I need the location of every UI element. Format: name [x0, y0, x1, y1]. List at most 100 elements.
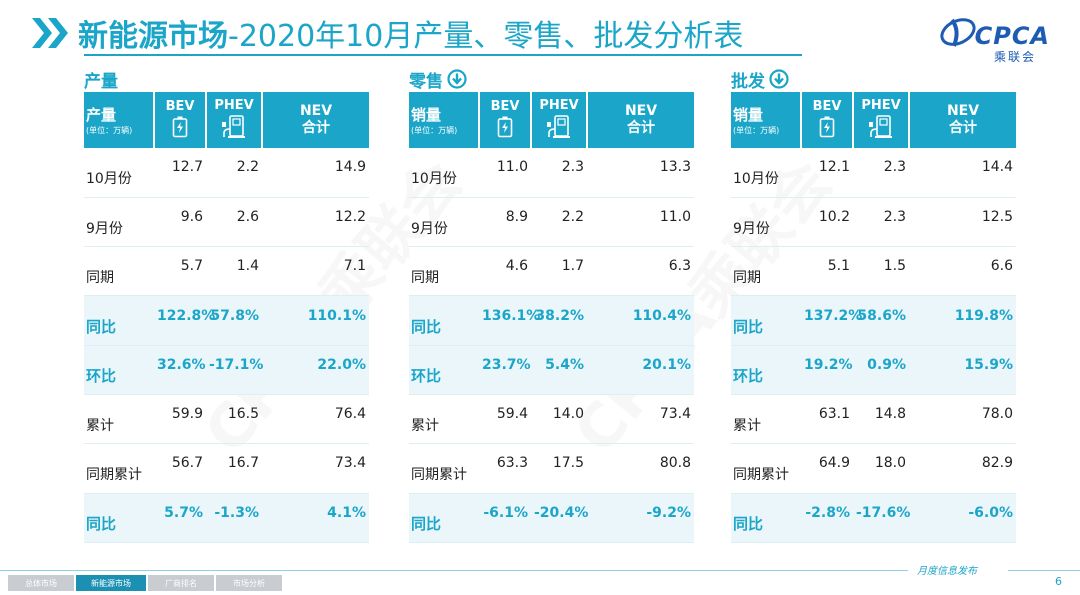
cell-bev: 59.9: [154, 394, 206, 445]
row-label: 同比: [731, 493, 801, 543]
cell-nev: 76.4: [262, 394, 369, 445]
header-phev-label: PHEV: [861, 97, 901, 113]
page-title: 新能源市场-2020年10月产量、零售、批发分析表: [78, 11, 743, 55]
cell-bev: 23.7%: [479, 345, 531, 395]
cell-bev: 5.1: [801, 246, 853, 297]
row-label: 同期: [409, 246, 479, 297]
cell-nev: 22.0%: [262, 345, 369, 395]
header-unit-label: (单位：万辆): [86, 126, 133, 135]
cell-bev: 12.7: [154, 148, 206, 198]
cell-bev: 9.6: [154, 197, 206, 248]
table-row: 累计 59.9 16.5 76.4: [84, 394, 369, 445]
table-header-row: 产量 (单位：万辆) BEV PHEV NEV 合计: [84, 92, 369, 148]
header-unit-label: (单位：万辆): [733, 126, 780, 135]
cell-bev: -2.8%: [801, 493, 853, 543]
footer-caption: 月度信息发布: [917, 566, 977, 577]
header-unit-label: (单位：万辆): [411, 126, 458, 135]
cell-nev: 7.1: [262, 246, 369, 297]
cell-phev: -17.6%: [853, 493, 910, 543]
cell-nev: 11.0: [587, 197, 694, 248]
table-row: 9月份 9.6 2.6 12.2: [84, 197, 369, 248]
tab-nev-market[interactable]: 新能源市场: [76, 575, 146, 591]
row-label: 同比: [409, 493, 479, 543]
cell-phev: 2.2: [206, 148, 262, 198]
row-label: 10月份: [731, 148, 801, 198]
charger-icon: [207, 114, 261, 139]
cell-phev: 1.7: [531, 246, 587, 297]
table-row: 累计 63.1 14.8 78.0: [731, 394, 1016, 445]
row-label: 同期累计: [84, 443, 154, 494]
cell-bev: 56.7: [154, 443, 206, 494]
table-row: 环比 23.7% 5.4% 20.1%: [409, 345, 694, 395]
table-row: 10月份 11.0 2.3 13.3: [409, 148, 694, 198]
tab-maker-ranking[interactable]: 厂商排名: [148, 575, 214, 591]
cell-nev: 12.5: [909, 197, 1016, 248]
header-bev-label: BEV: [490, 98, 520, 114]
section-2: 批发 销量 (单位：万辆) BEV PHEV NEV 合计 10月份 12.1 2.3 14.4 9月…: [731, 66, 1016, 543]
row-label: 同比: [731, 295, 801, 346]
header-phev-label: PHEV: [539, 97, 579, 113]
section-title: 批发: [731, 66, 1016, 92]
table-header-row: 销量 (单位：万辆) BEV PHEV NEV 合计: [409, 92, 694, 148]
row-label: 环比: [84, 345, 154, 395]
cell-phev: 2.3: [853, 197, 909, 248]
header-cell-phev: PHEV: [853, 92, 910, 148]
cell-bev: 63.1: [801, 394, 853, 445]
cell-nev: 4.1%: [262, 493, 369, 543]
table-row: 同期 4.6 1.7 6.3: [409, 246, 694, 297]
cell-phev: 5.4%: [531, 345, 587, 395]
data-table: 销量 (单位：万辆) BEV PHEV NEV 合计 10月份 11.0 2.3 13.3 9月份 8…: [409, 92, 694, 543]
header-cell-phev: PHEV: [206, 92, 263, 148]
table-row: 同期累计 63.3 17.5 80.8: [409, 443, 694, 494]
table-row: 同比 -6.1% -20.4% -9.2%: [409, 493, 694, 543]
row-label: 累计: [731, 394, 801, 445]
cell-nev: 119.8%: [909, 295, 1016, 346]
header-nev-label: NEV: [946, 103, 980, 119]
header-metric-label: 产量: [86, 106, 117, 124]
header-cell-nev: NEV 合计: [262, 92, 369, 148]
table-row: 10月份 12.1 2.3 14.4: [731, 148, 1016, 198]
row-label: 累计: [409, 394, 479, 445]
cell-phev: 57.8%: [206, 295, 262, 346]
cell-phev: -20.4%: [531, 493, 588, 543]
header-cell-bev: BEV: [801, 92, 854, 148]
row-label: 同比: [84, 493, 154, 543]
battery-icon: [480, 116, 530, 138]
table-row: 累计 59.4 14.0 73.4: [409, 394, 694, 445]
cell-phev: 2.3: [853, 148, 909, 198]
tab-market-analysis[interactable]: 市场分析: [216, 575, 282, 591]
table-row: 环比 19.2% 0.9% 15.9%: [731, 345, 1016, 395]
cell-bev: 11.0: [479, 148, 531, 198]
table-row: 同比 122.8% 57.8% 110.1%: [84, 295, 369, 346]
section-0: 产量 产量 (单位：万辆) BEV PHEV NEV 合计 10月份 12.7 2.2 14.9 9月…: [84, 66, 369, 543]
table-row: 9月份 10.2 2.3 12.5: [731, 197, 1016, 248]
cell-nev: 20.1%: [587, 345, 694, 395]
cell-phev: 0.9%: [853, 345, 909, 395]
header-metric-label: 销量: [733, 106, 764, 124]
header-nev-label: NEV: [299, 103, 333, 119]
row-label: 同期累计: [731, 443, 801, 494]
tab-overall-market[interactable]: 总体市场: [8, 575, 74, 591]
cell-phev: 2.3: [531, 148, 587, 198]
row-label: 累计: [84, 394, 154, 445]
header-cell-phev: PHEV: [531, 92, 588, 148]
cell-nev: 110.1%: [262, 295, 369, 346]
row-label: 环比: [731, 345, 801, 395]
cell-nev: 80.8: [587, 443, 694, 494]
cell-nev: 13.3: [587, 148, 694, 198]
row-label: 9月份: [731, 197, 801, 248]
logo-text: CPCA: [974, 22, 1050, 50]
cell-nev: 12.2: [262, 197, 369, 248]
header-metric-label: 销量: [411, 106, 442, 124]
cell-bev: 59.4: [479, 394, 531, 445]
row-label: 同比: [84, 295, 154, 346]
cell-bev: 19.2%: [801, 345, 853, 395]
footer-tabs: 总体市场 新能源市场 厂商排名 市场分析: [8, 575, 282, 591]
title-underline: [84, 54, 802, 56]
cell-nev: 73.4: [262, 443, 369, 494]
cell-nev: -6.0%: [909, 493, 1016, 543]
data-table: 销量 (单位：万辆) BEV PHEV NEV 合计 10月份 12.1 2.3 14.4 9月份 1…: [731, 92, 1016, 543]
charger-icon: [854, 114, 908, 139]
cell-phev: 16.7: [206, 443, 262, 494]
data-table: 产量 (单位：万辆) BEV PHEV NEV 合计 10月份 12.7 2.2 14.9 9月份 9…: [84, 92, 369, 543]
